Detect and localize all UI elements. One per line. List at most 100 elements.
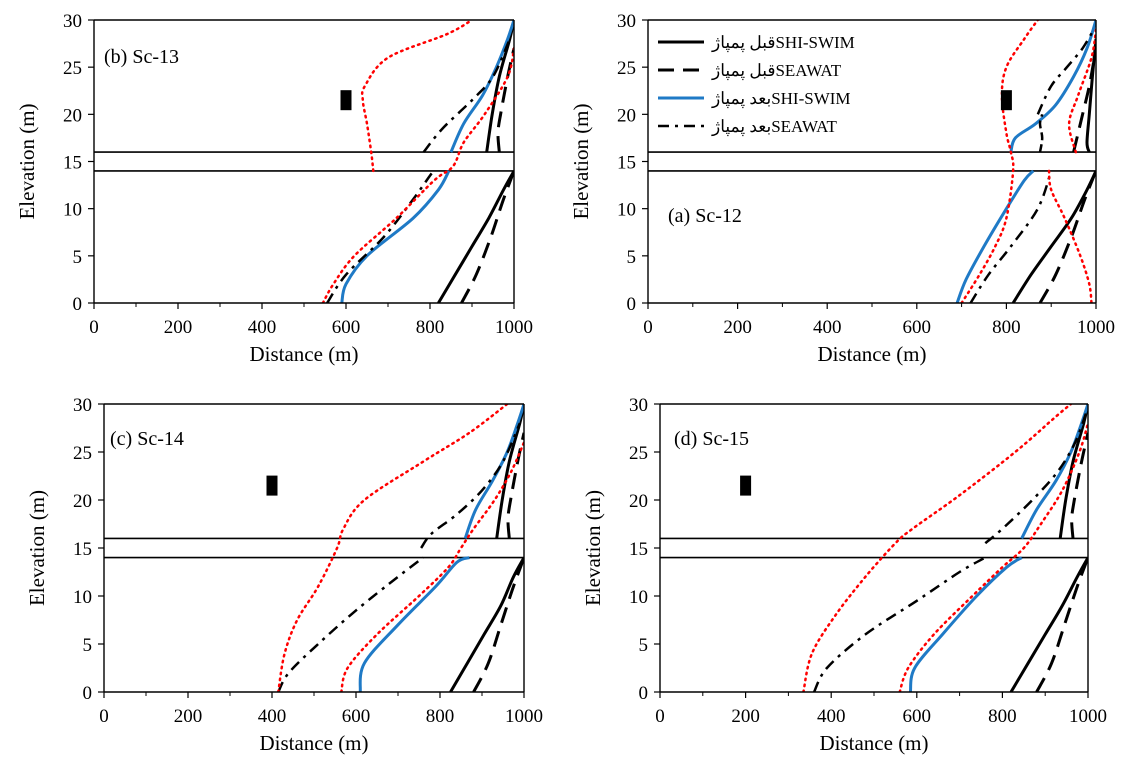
- panel-label: (a) Sc-12: [668, 205, 742, 227]
- y-tick-label: 30: [63, 11, 82, 32]
- y-tick-label: 5: [83, 635, 93, 656]
- y-tick-label: 25: [73, 443, 92, 464]
- series-red-dotted-line-1: [277, 404, 509, 692]
- y-tick-label: 10: [617, 200, 636, 221]
- legend: قبل پمپاژSHI-SWIM قبل پمپاژSEAWAT بعد پمپا…: [658, 33, 855, 137]
- chart-series-group: [277, 404, 524, 692]
- series-black-dashdot-line-1: [422, 38, 511, 153]
- x-axis-title: Distance (m): [259, 731, 368, 755]
- series-black-dashdot-line-1: [420, 422, 521, 549]
- series-blue-solid-line-1: [463, 404, 524, 539]
- x-axis-title: Distance (m): [817, 342, 926, 366]
- chart-panel-b: 0 200 400 600 800 1000 0 5 10 15 20 25 30 Distance (m…: [15, 11, 533, 366]
- x-tick-label: 0: [99, 706, 109, 727]
- y-tick-label: 20: [73, 491, 92, 512]
- y-axis-title: Elevation (m): [25, 490, 49, 606]
- series-black-solid-line-2: [1011, 170, 1096, 303]
- series-black-dashdot-line-2: [812, 556, 986, 692]
- x-tick-label: 0: [89, 317, 99, 338]
- x-tick-label: 200: [731, 706, 760, 727]
- series-black-dashed-line-1: [1072, 48, 1096, 153]
- series-black-dashdot-line-2: [277, 556, 424, 692]
- series-black-solid-line-2: [1009, 556, 1088, 692]
- x-tick-label: 200: [174, 706, 203, 727]
- x-tick-label: 200: [164, 317, 193, 338]
- series-red-dotted-line-3: [1067, 28, 1096, 154]
- series-red-dotted-line-2: [898, 421, 1088, 692]
- series-black-solid-line-1: [485, 20, 514, 153]
- x-tick-label: 800: [992, 317, 1021, 338]
- series-red-dotted-line-1: [960, 20, 1040, 303]
- pumping-well-marker: [740, 475, 752, 496]
- x-tick-label: 800: [988, 706, 1017, 727]
- series-blue-solid-line-2: [358, 556, 470, 692]
- series-blue-solid-line-2: [340, 170, 451, 303]
- legend-entry: بعد پمپاژSHI-SWIM: [711, 89, 851, 109]
- x-tick-label: 400: [258, 706, 287, 727]
- y-axis-title: Elevation (m): [15, 103, 39, 219]
- y-tick-label: 15: [629, 539, 648, 560]
- series-black-dashed-line-1: [1070, 432, 1088, 539]
- y-tick-label: 5: [627, 247, 637, 268]
- series-red-dotted-line-2: [1047, 169, 1093, 303]
- x-tick-label: 800: [416, 317, 445, 338]
- series-red-dotted-line-2: [340, 441, 524, 692]
- x-tick-label: 1000: [1077, 317, 1115, 338]
- y-tick-label: 5: [73, 247, 83, 268]
- series-black-dashed-line-2: [1035, 557, 1088, 692]
- series-black-solid-line-1: [1058, 404, 1088, 539]
- x-tick-label: 1000: [1069, 706, 1107, 727]
- x-tick-label: 400: [813, 317, 842, 338]
- x-tick-label: 0: [655, 706, 665, 727]
- series-black-dashdot-line-2: [326, 170, 436, 303]
- pumping-well-marker: [266, 475, 278, 496]
- chart-panel-d: 0 200 400 600 800 1000 0 5 10 15 20 25 30 Distance (m…: [581, 395, 1107, 755]
- y-tick-label: 10: [73, 587, 92, 608]
- y-tick-label: 20: [63, 105, 82, 126]
- chart-panel-a: 0 200 400 600 800 1000 0 5 10 15 20 25 30 Distance (m…: [569, 11, 1115, 366]
- series-red-dotted-line-2: [360, 20, 474, 173]
- series-blue-solid-line-2: [955, 169, 1035, 303]
- series-blue-solid-line-1: [449, 20, 514, 153]
- pumping-well-marker: [340, 90, 352, 111]
- series-black-dashdot-line-1: [984, 413, 1088, 545]
- y-tick-label: 5: [639, 635, 649, 656]
- y-tick-label: 10: [629, 587, 648, 608]
- chart-series-group: [321, 20, 514, 303]
- series-black-dashdot-line-1: [1036, 28, 1095, 115]
- y-tick-label: 10: [63, 200, 82, 221]
- series-black-dashed-line-2: [460, 170, 514, 303]
- y-tick-label: 0: [639, 683, 649, 704]
- series-blue-solid-line-1: [1020, 404, 1088, 540]
- legend-entry: بعد پمپاژSEAWAT: [711, 117, 837, 137]
- series-red-dotted-line-1: [802, 404, 1073, 692]
- series-black-dashed-line-1: [506, 432, 524, 539]
- series-black-dashed-line-2: [472, 557, 524, 692]
- chart-series-group: [955, 20, 1096, 303]
- series-blue-solid-line-2: [908, 556, 1023, 692]
- y-tick-label: 0: [627, 294, 637, 315]
- panel-label: (c) Sc-14: [110, 428, 184, 450]
- series-black-solid-line-2: [437, 170, 514, 303]
- x-tick-label: 600: [903, 317, 932, 338]
- x-tick-label: 200: [723, 317, 752, 338]
- y-tick-label: 25: [629, 443, 648, 464]
- chart-series-group: [802, 404, 1088, 692]
- series-black-dashdot-line-2: [969, 170, 1053, 303]
- y-tick-label: 0: [83, 683, 93, 704]
- y-tick-label: 30: [617, 11, 636, 32]
- y-tick-label: 25: [63, 58, 82, 79]
- y-tick-label: 15: [617, 153, 636, 174]
- legend-entry: قبل پمپاژSEAWAT: [711, 61, 842, 81]
- series-blue-solid-line-1: [1009, 20, 1096, 153]
- series-black-dashed-short-line-1: [1038, 113, 1044, 153]
- x-tick-label: 600: [332, 317, 361, 338]
- x-tick-label: 400: [817, 706, 846, 727]
- y-tick-label: 25: [617, 58, 636, 79]
- panel-label: (d) Sc-15: [674, 428, 749, 450]
- legend-entry: قبل پمپاژSHI-SWIM: [711, 33, 855, 53]
- x-axis-title: Distance (m): [249, 342, 358, 366]
- y-tick-label: 15: [73, 539, 92, 560]
- series-red-dotted-line-1: [321, 47, 514, 303]
